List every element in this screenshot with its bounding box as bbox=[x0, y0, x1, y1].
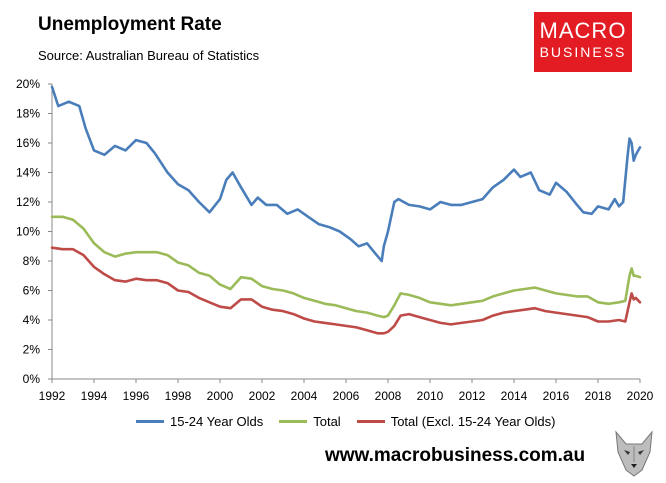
legend-label-youth: 15-24 Year Olds bbox=[170, 414, 264, 429]
chart-source: Source: Australian Bureau of Statistics bbox=[38, 48, 260, 63]
y-tick-label: 16% bbox=[16, 136, 40, 150]
y-tick-label: 8% bbox=[23, 254, 41, 268]
series-line-3 bbox=[50, 246, 642, 335]
x-tick-label: 2012 bbox=[459, 389, 486, 403]
x-tick-label: 2020 bbox=[627, 389, 654, 403]
y-tick-label: 2% bbox=[23, 343, 41, 357]
x-tick-label: 2014 bbox=[501, 389, 528, 403]
logo-line-2: BUSINESS bbox=[539, 44, 627, 60]
x-tick-label: 1998 bbox=[165, 389, 192, 403]
legend-item-total: Total bbox=[279, 414, 341, 429]
legend-label-excl: Total (Excl. 15-24 Year Olds) bbox=[390, 414, 556, 429]
x-tick-label: 2000 bbox=[207, 389, 234, 403]
x-tick-label: 2006 bbox=[333, 389, 360, 403]
wolf-mascot-icon bbox=[615, 430, 653, 477]
y-tick-label: 18% bbox=[16, 107, 40, 121]
x-tick-label: 2010 bbox=[417, 389, 444, 403]
y-tick-label: 10% bbox=[16, 225, 40, 239]
website-url: www.macrobusiness.com.au bbox=[325, 445, 586, 466]
x-tick-label: 1994 bbox=[81, 389, 108, 403]
x-tick-label: 2008 bbox=[375, 389, 402, 403]
y-tick-label: 12% bbox=[16, 195, 40, 209]
x-tick-label: 2004 bbox=[291, 389, 318, 403]
y-tick-label: 4% bbox=[23, 313, 41, 327]
logo-line-1: MACRO bbox=[539, 18, 627, 43]
legend-item-youth: 15-24 Year Olds bbox=[136, 414, 263, 429]
x-tick-label: 1992 bbox=[39, 389, 66, 403]
chart-legend: 15-24 Year Olds Total Total (Excl. 15-24… bbox=[136, 414, 571, 429]
legend-swatch-excl bbox=[356, 420, 385, 423]
series-line-2 bbox=[50, 215, 642, 319]
y-tick-label: 20% bbox=[16, 77, 40, 91]
macrobusiness-logo: MACRO BUSINESS bbox=[534, 12, 632, 72]
x-tick-label: 2018 bbox=[585, 389, 612, 403]
x-tick-label: 2002 bbox=[249, 389, 276, 403]
x-tick-label: 1996 bbox=[123, 389, 150, 403]
legend-swatch-total bbox=[279, 420, 308, 423]
legend-item-excl: Total (Excl. 15-24 Year Olds) bbox=[356, 414, 556, 429]
y-tick-label: 14% bbox=[16, 166, 40, 180]
y-tick-label: 0% bbox=[23, 372, 41, 386]
x-tick-label: 2016 bbox=[543, 389, 570, 403]
legend-swatch-youth bbox=[136, 420, 164, 423]
series-line-1 bbox=[50, 85, 642, 263]
legend-label-total: Total bbox=[313, 414, 341, 429]
chart-title: Unemployment Rate bbox=[38, 14, 222, 35]
y-tick-label: 6% bbox=[23, 284, 41, 298]
